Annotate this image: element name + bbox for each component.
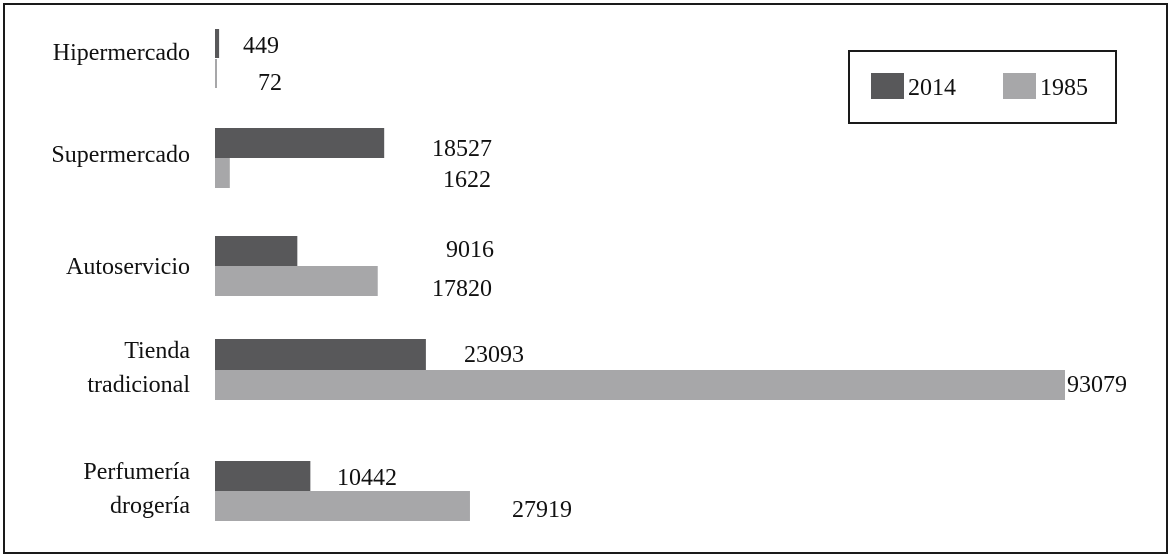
data-label: 18527	[432, 136, 492, 162]
bar	[215, 461, 311, 491]
data-label: 17820	[432, 276, 492, 302]
data-label: 1622	[443, 167, 491, 193]
category-label: drogería	[110, 493, 190, 519]
bar	[215, 128, 385, 158]
legend-label: 1985	[1040, 75, 1088, 101]
legend-label: 2014	[908, 75, 956, 101]
data-label: 72	[258, 70, 282, 96]
legend-swatch	[1003, 73, 1036, 99]
category-label: Tienda	[124, 338, 190, 364]
bar	[215, 370, 1065, 400]
bar	[215, 29, 220, 58]
category-label: Autoservicio	[66, 254, 190, 280]
bar	[215, 266, 378, 296]
legend-swatch	[871, 73, 904, 99]
bar	[215, 339, 426, 370]
data-label: 23093	[464, 342, 524, 368]
bar	[215, 158, 230, 188]
category-label: tradicional	[87, 372, 190, 398]
data-label: 449	[243, 33, 279, 59]
data-label: 27919	[512, 497, 572, 523]
category-label: Hipermercado	[53, 40, 190, 66]
data-label: 9016	[446, 237, 494, 263]
data-label: 93079	[1067, 372, 1127, 398]
bar	[215, 236, 298, 266]
bar	[215, 59, 217, 88]
category-label: Perfumería	[83, 459, 190, 485]
bar	[215, 491, 470, 521]
category-label: Supermercado	[51, 142, 190, 168]
data-label: 10442	[337, 465, 397, 491]
